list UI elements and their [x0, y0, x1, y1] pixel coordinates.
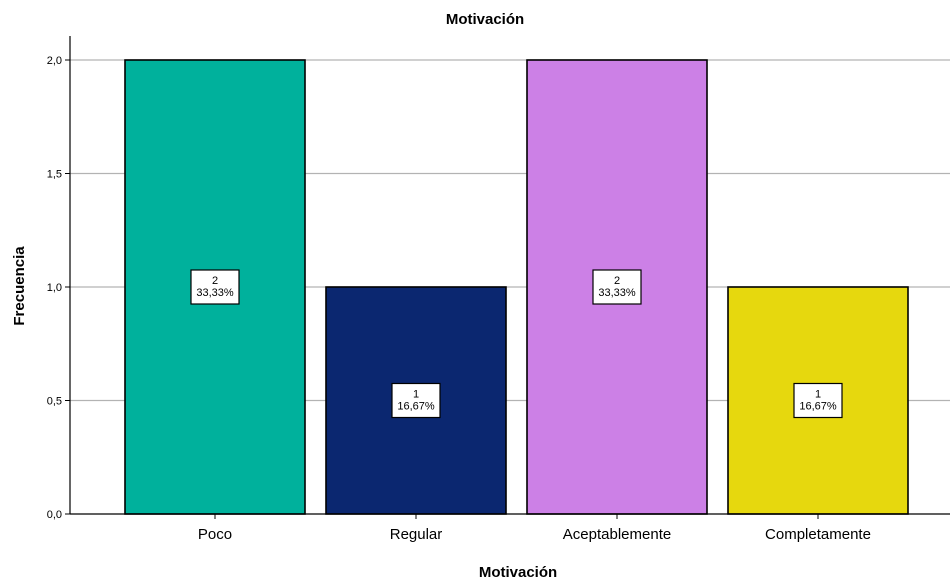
- axes: [65, 36, 950, 519]
- data-label-box: [592, 269, 642, 305]
- y-tick-labels: 0,0 0,5 1,0 1,5 2,0: [47, 55, 62, 521]
- y-tick-label: 0,5: [47, 396, 62, 408]
- data-label: 233,33%: [592, 269, 642, 305]
- x-tick-labels: Poco Regular Aceptablemente Completamente: [198, 526, 871, 543]
- x-tick-label: Poco: [198, 526, 232, 543]
- y-tick-label: 2,0: [47, 55, 62, 67]
- data-label-count: 1: [413, 389, 419, 401]
- x-tick-label: Completamente: [765, 526, 871, 543]
- y-tick-label: 1,0: [47, 282, 62, 294]
- data-label-count: 1: [815, 389, 821, 401]
- y-axis-label: Frecuencia: [11, 246, 28, 326]
- data-label-percent: 33,33%: [598, 287, 636, 299]
- data-label: 116,67%: [793, 382, 843, 419]
- x-axis-label: Motivación: [479, 564, 557, 581]
- y-tick-label: 0,0: [47, 509, 62, 521]
- data-label-percent: 16,67%: [799, 401, 837, 413]
- data-label-count: 2: [614, 275, 620, 287]
- chart-title: Motivación: [446, 11, 524, 28]
- data-label: 116,67%: [391, 382, 441, 419]
- data-label-box: [391, 382, 441, 419]
- x-tick-label: Regular: [390, 526, 443, 543]
- data-label-percent: 33,33%: [196, 287, 234, 299]
- data-label-box: [793, 382, 843, 419]
- y-tick-label: 1,5: [47, 169, 62, 181]
- data-label-box: [190, 269, 240, 305]
- data-labels: 233,33%116,67%233,33%116,67%: [190, 269, 843, 419]
- x-tick-label: Aceptablemente: [563, 526, 671, 543]
- data-label: 233,33%: [190, 269, 240, 305]
- data-label-count: 2: [212, 275, 218, 287]
- data-label-percent: 16,67%: [397, 401, 435, 413]
